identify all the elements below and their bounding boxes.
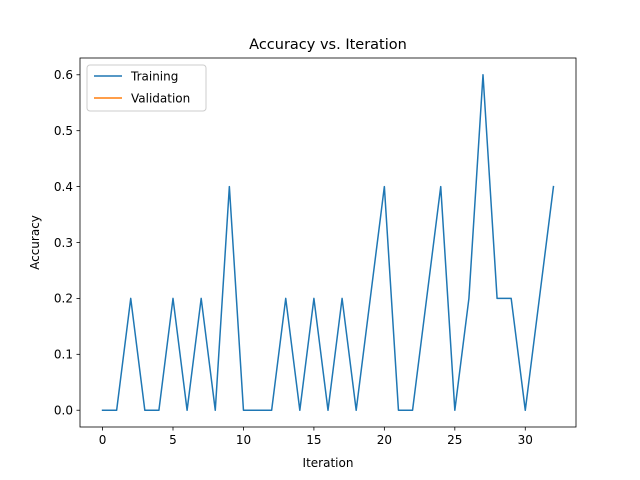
x-tick-label: 30 bbox=[518, 433, 533, 447]
legend-label-training: Training bbox=[130, 70, 178, 84]
series-layer bbox=[101, 74, 555, 411]
x-tick-label: 25 bbox=[447, 433, 462, 447]
y-ticks: 0.0 0.1 0.2 0.3 0.4 0.5 0.6 bbox=[54, 68, 80, 418]
axes-frame bbox=[79, 57, 577, 428]
y-tick-label: 0.1 bbox=[54, 348, 73, 362]
x-tick-label: 5 bbox=[169, 433, 177, 447]
x-tick-label: 20 bbox=[377, 433, 392, 447]
y-axis-label: Accuracy bbox=[28, 215, 42, 270]
x-axis-label: Iteration bbox=[303, 456, 354, 470]
legend: Training Validation bbox=[86, 64, 207, 112]
chart-title: Accuracy vs. Iteration bbox=[249, 37, 407, 53]
axes-background bbox=[80, 58, 576, 427]
x-tick-label: 15 bbox=[306, 433, 321, 447]
x-ticks: 0 5 10 15 20 25 30 bbox=[99, 427, 533, 447]
x-tick-label: 10 bbox=[236, 433, 251, 447]
y-tick-label: 0.3 bbox=[54, 236, 73, 250]
x-tick-label: 0 bbox=[99, 433, 107, 447]
y-tick-label: 0.5 bbox=[54, 124, 73, 138]
legend-label-validation: Validation bbox=[131, 92, 190, 106]
series-line-training bbox=[101, 74, 555, 411]
y-tick-label: 0.0 bbox=[54, 404, 73, 418]
plot-area: 0 5 10 15 20 25 30 0.0 0.1 0.2 0.3 0.4 0.5 0.6 bbox=[54, 57, 577, 447]
y-tick-label: 0.4 bbox=[54, 180, 73, 194]
y-tick-label: 0.6 bbox=[54, 68, 73, 82]
y-tick-label: 0.2 bbox=[54, 292, 73, 306]
